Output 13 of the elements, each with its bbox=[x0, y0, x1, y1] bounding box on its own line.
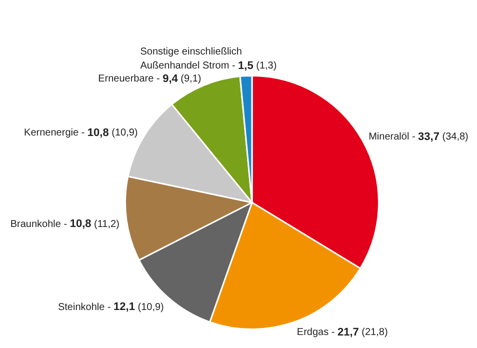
data-label: 21,7 (21,8) bbox=[337, 326, 388, 339]
data-label: 10,8 (11,2) bbox=[70, 218, 120, 230]
data-label: 10,8 (10,9) bbox=[87, 127, 138, 140]
data-label: 1,5 (1,3) bbox=[238, 60, 277, 72]
data-label: 9,4 (9,1) bbox=[162, 72, 202, 85]
slice-label: Mineralöl - bbox=[368, 132, 418, 143]
slice-label: Erneuerbare - bbox=[98, 74, 163, 85]
slice-label: Erdgas - bbox=[296, 327, 338, 338]
slice-label: Braunkohle - bbox=[10, 218, 70, 230]
slice-label: Steinkohle - bbox=[58, 302, 114, 313]
data-label: 12,1 (10,9) bbox=[114, 301, 164, 314]
data-label: 33,7 (34,8) bbox=[418, 130, 468, 143]
slice-label: Kernenergie - bbox=[24, 128, 88, 139]
